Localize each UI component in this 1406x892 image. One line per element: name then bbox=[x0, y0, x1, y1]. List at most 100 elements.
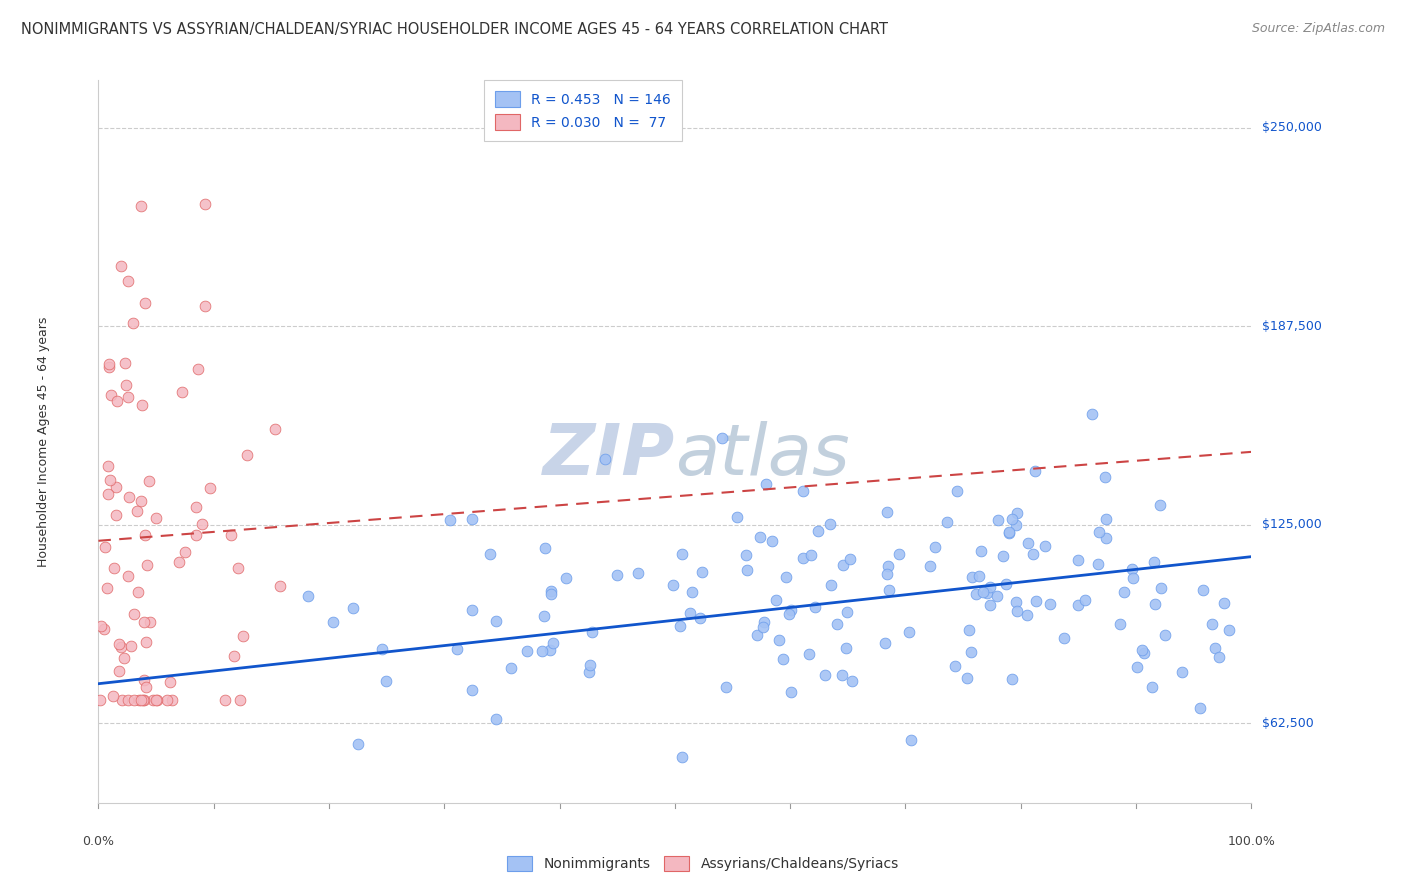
Point bbox=[460, 512, 482, 526]
Point bbox=[111, 692, 134, 706]
Point bbox=[134, 528, 156, 542]
Point bbox=[501, 660, 523, 674]
Point bbox=[538, 643, 561, 657]
Point bbox=[998, 525, 1021, 540]
Point bbox=[1208, 650, 1230, 665]
Point bbox=[970, 544, 993, 558]
Point bbox=[979, 598, 1001, 612]
Point bbox=[593, 451, 616, 466]
Point bbox=[114, 356, 136, 370]
Point bbox=[606, 568, 628, 582]
Point bbox=[900, 733, 922, 747]
Point bbox=[129, 199, 152, 213]
Point bbox=[132, 615, 155, 629]
Point bbox=[170, 385, 193, 400]
Point bbox=[184, 528, 207, 542]
Point bbox=[578, 665, 600, 679]
Point bbox=[96, 582, 118, 596]
Point bbox=[1149, 498, 1171, 512]
Point bbox=[160, 692, 183, 706]
Point bbox=[117, 692, 139, 706]
Point bbox=[127, 504, 149, 518]
Point bbox=[820, 578, 842, 592]
Point bbox=[725, 510, 748, 524]
Point bbox=[1005, 518, 1028, 533]
Point bbox=[122, 692, 145, 706]
Point bbox=[1025, 593, 1047, 607]
Point bbox=[167, 555, 190, 569]
Point bbox=[671, 547, 693, 561]
Text: $250,000: $250,000 bbox=[1263, 121, 1322, 135]
Point bbox=[1067, 553, 1090, 567]
Point bbox=[236, 448, 259, 462]
Point bbox=[1212, 596, 1234, 610]
Point bbox=[775, 570, 797, 584]
Text: Source: ZipAtlas.com: Source: ZipAtlas.com bbox=[1251, 22, 1385, 36]
Point bbox=[1143, 556, 1166, 570]
Point bbox=[734, 548, 756, 562]
Point bbox=[1121, 562, 1143, 576]
Point bbox=[269, 579, 291, 593]
Point bbox=[879, 583, 901, 598]
Point bbox=[131, 398, 153, 412]
Point bbox=[1074, 592, 1097, 607]
Point bbox=[1094, 469, 1116, 483]
Point bbox=[112, 650, 135, 665]
Point bbox=[555, 571, 578, 585]
Point bbox=[534, 541, 557, 555]
Point bbox=[90, 618, 112, 632]
Point bbox=[924, 541, 946, 555]
Point bbox=[818, 517, 841, 532]
Point bbox=[1150, 582, 1173, 596]
Point bbox=[876, 559, 898, 574]
Point bbox=[956, 672, 979, 686]
Text: Householder Income Ages 45 - 64 years: Householder Income Ages 45 - 64 years bbox=[37, 317, 49, 566]
Point bbox=[804, 599, 827, 614]
Point bbox=[792, 551, 814, 566]
Point bbox=[484, 712, 506, 726]
Point bbox=[887, 547, 910, 561]
Point bbox=[1067, 598, 1090, 612]
Point bbox=[128, 692, 150, 706]
Point bbox=[825, 617, 848, 632]
Point bbox=[214, 692, 236, 706]
Point bbox=[995, 577, 1018, 591]
Point bbox=[876, 505, 898, 519]
Point bbox=[765, 592, 787, 607]
Point bbox=[97, 487, 120, 501]
Point bbox=[120, 639, 142, 653]
Point bbox=[752, 620, 775, 634]
Point bbox=[107, 637, 129, 651]
Point bbox=[780, 603, 803, 617]
Point bbox=[1022, 547, 1045, 561]
Point bbox=[752, 615, 775, 630]
Point bbox=[761, 533, 783, 548]
Point bbox=[814, 668, 837, 682]
Point bbox=[800, 548, 823, 562]
Point bbox=[93, 622, 115, 636]
Point bbox=[194, 300, 217, 314]
Point bbox=[876, 567, 898, 582]
Point bbox=[100, 473, 122, 487]
Point bbox=[187, 362, 209, 376]
Text: $62,500: $62,500 bbox=[1263, 717, 1315, 730]
Point bbox=[976, 586, 998, 600]
Point bbox=[960, 570, 983, 584]
Point bbox=[461, 683, 484, 698]
Point bbox=[747, 628, 769, 642]
Point bbox=[222, 648, 245, 663]
Point bbox=[118, 491, 141, 505]
Point bbox=[987, 512, 1010, 526]
Point bbox=[516, 644, 538, 658]
Point bbox=[1112, 585, 1135, 599]
Point bbox=[184, 500, 207, 515]
Point bbox=[1087, 524, 1109, 539]
Point bbox=[1132, 646, 1154, 660]
Point bbox=[135, 558, 157, 572]
Point bbox=[533, 609, 555, 624]
Point bbox=[145, 692, 167, 706]
Point bbox=[129, 494, 152, 508]
Point bbox=[110, 259, 132, 273]
Point bbox=[229, 692, 252, 706]
Point bbox=[1024, 464, 1046, 478]
